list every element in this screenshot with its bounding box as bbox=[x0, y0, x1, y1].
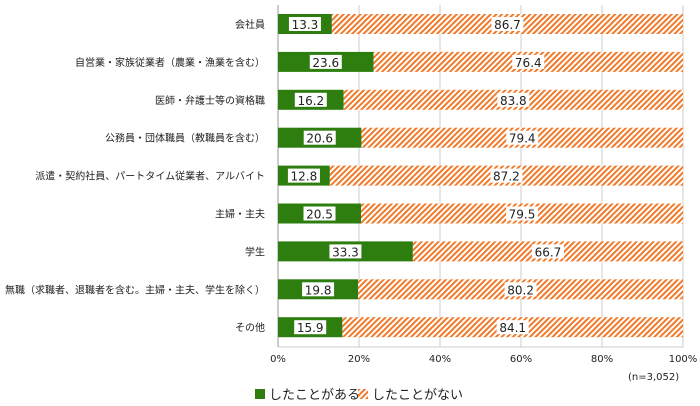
data-label: 23.6 bbox=[312, 56, 339, 70]
legend-swatch-green bbox=[255, 388, 265, 399]
data-label-bg bbox=[294, 320, 327, 335]
category-label: 医師・弁護士等の資格職 bbox=[155, 94, 265, 107]
data-label-bg bbox=[512, 54, 545, 69]
data-label-bg bbox=[288, 17, 321, 31]
data-label-bg bbox=[329, 244, 362, 259]
data-label: 16.2 bbox=[297, 94, 324, 108]
data-label-bg bbox=[303, 130, 336, 145]
legend-item-no: したことがない bbox=[358, 384, 463, 403]
category-label: その他 bbox=[235, 321, 265, 334]
data-label-bg bbox=[531, 244, 564, 259]
data-label-bg bbox=[506, 206, 539, 221]
data-label: 84.1 bbox=[499, 321, 526, 335]
sample-size-note: (n=3,052) bbox=[628, 372, 680, 383]
data-label-bg bbox=[303, 206, 336, 221]
data-label: 13.3 bbox=[292, 18, 319, 32]
category-label: 無職（求職者、退職者を含む。主婦・主夫、学生を除く） bbox=[5, 283, 265, 296]
data-label: 19.8 bbox=[305, 283, 332, 297]
legend-label: したことがない bbox=[372, 388, 464, 403]
category-label: 自営業・家族従業者（農業・漁業を含む） bbox=[75, 56, 265, 69]
data-label: 80.2 bbox=[507, 283, 534, 297]
data-label: 12.8 bbox=[291, 170, 318, 184]
data-label-bg bbox=[294, 92, 327, 107]
data-label: 76.4 bbox=[515, 56, 542, 70]
data-label-bg bbox=[302, 282, 335, 297]
data-label-bg bbox=[309, 54, 342, 69]
legend-swatch-hatched bbox=[358, 388, 368, 399]
category-label: 会社員 bbox=[235, 18, 265, 31]
x-tick-label: 100% bbox=[669, 354, 698, 365]
legend-label: したことがある bbox=[269, 388, 361, 403]
data-label-bg bbox=[491, 17, 524, 31]
category-label: 派遣・契約社員、パートタイム従業者、アルバイト bbox=[35, 170, 265, 183]
data-label: 79.5 bbox=[509, 208, 536, 222]
x-tick-label: 0% bbox=[270, 354, 286, 365]
data-label: 15.9 bbox=[297, 321, 324, 335]
category-label: 学生 bbox=[245, 245, 265, 258]
data-label-bg bbox=[497, 92, 530, 107]
data-label-bg bbox=[496, 320, 529, 335]
category-label: 主婦・主夫 bbox=[215, 209, 265, 221]
x-tick-label: 60% bbox=[510, 354, 532, 365]
data-label: 83.8 bbox=[500, 94, 527, 108]
category-label: 公務員・団体職員（教職員を含む） bbox=[105, 132, 265, 145]
data-label-bg bbox=[506, 130, 539, 145]
data-label: 20.5 bbox=[306, 208, 333, 222]
data-label: 79.4 bbox=[509, 132, 536, 146]
data-label: 66.7 bbox=[535, 245, 562, 259]
x-tick-label: 40% bbox=[429, 354, 451, 365]
x-tick-label: 20% bbox=[348, 354, 370, 365]
data-label: 20.6 bbox=[306, 132, 333, 146]
x-tick-label: 80% bbox=[591, 354, 613, 365]
data-label-bg bbox=[504, 282, 537, 297]
data-label: 33.3 bbox=[332, 245, 359, 259]
data-label-bg bbox=[490, 168, 523, 183]
data-label: 86.7 bbox=[494, 18, 521, 32]
data-label: 87.2 bbox=[493, 170, 520, 184]
legend-item-yes: したことがある bbox=[255, 384, 360, 403]
data-label-bg bbox=[287, 168, 320, 183]
